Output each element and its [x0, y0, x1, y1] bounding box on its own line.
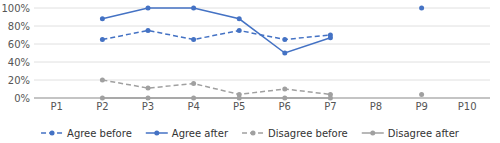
point	[282, 37, 287, 42]
x-tick-label: P10	[458, 101, 477, 112]
x-tick-label: P4	[187, 101, 199, 112]
x-tick-label: P1	[51, 101, 63, 112]
axes: 0% 20% 40% 60% 80% 100% P1 P2 P3 P4 P5 P6 P7 P8 P9 P10	[1, 3, 490, 113]
point	[191, 96, 196, 101]
legend-item: Agree after	[146, 128, 229, 139]
legend-label: Agree after	[172, 128, 229, 139]
point	[328, 35, 333, 40]
legend-label: Agree before	[67, 128, 132, 139]
legend-item: Agree before	[41, 128, 132, 139]
x-tick-label: P8	[370, 101, 382, 112]
legend-label: Disagree before	[268, 128, 348, 139]
point	[282, 51, 287, 56]
y-tick-label: 0%	[14, 93, 30, 104]
x-tick-label: P3	[142, 101, 154, 112]
series-line	[102, 31, 330, 40]
plot-area	[100, 6, 424, 101]
point	[146, 86, 151, 91]
legend-item: Disagree before	[242, 128, 348, 139]
point	[191, 81, 196, 86]
point	[237, 16, 242, 21]
legend-marker	[154, 131, 159, 136]
point	[328, 96, 333, 101]
point	[191, 37, 196, 42]
point	[100, 78, 105, 83]
x-tick-label: P2	[96, 101, 108, 112]
legend-marker	[370, 131, 375, 136]
y-tick-label: 100%	[1, 3, 30, 14]
point	[419, 6, 424, 11]
legend-marker	[50, 131, 55, 136]
y-tick-label: 80%	[8, 21, 30, 32]
x-tick-label: P6	[279, 101, 291, 112]
y-tick-label: 60%	[8, 39, 30, 50]
legend: Agree before Agree after Disagree before Di…	[41, 128, 460, 139]
point	[100, 37, 105, 42]
point	[146, 6, 151, 11]
x-tick-label: P7	[324, 101, 336, 112]
grid-line	[34, 62, 490, 63]
point	[237, 96, 242, 101]
legend-item: Disagree after	[362, 128, 460, 139]
series-line	[102, 80, 330, 94]
point	[100, 96, 105, 101]
point	[146, 28, 151, 33]
point	[419, 92, 424, 97]
series-line	[102, 8, 421, 53]
x-tick-label: P9	[415, 101, 427, 112]
point	[191, 6, 196, 11]
point	[282, 87, 287, 92]
point	[100, 16, 105, 21]
point	[146, 96, 151, 101]
legend-label: Disagree after	[388, 128, 460, 139]
y-tick-label: 40%	[8, 57, 30, 68]
legend-marker	[251, 131, 256, 136]
point	[282, 96, 287, 101]
x-tick-label: P5	[233, 101, 245, 112]
chart: 0% 20% 40% 60% 80% 100% P1 P2 P3 P4 P5 P6 P7 P8 P9 P10 A…	[0, 0, 500, 143]
point	[237, 28, 242, 33]
y-tick-label: 20%	[8, 75, 30, 86]
grid-line	[34, 26, 490, 27]
grid-line	[34, 44, 490, 45]
